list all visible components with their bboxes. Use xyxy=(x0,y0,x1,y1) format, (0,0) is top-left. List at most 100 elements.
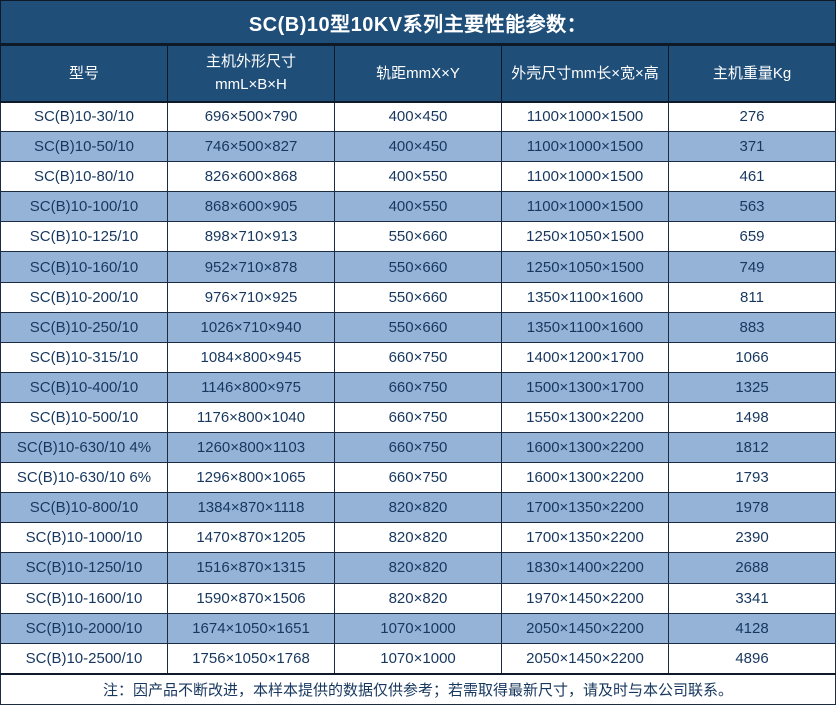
table-footer: 注：因产品不断改进，本样本提供的数据仅供参考；若需取得最新尺寸，请及时与本公司联… xyxy=(0,672,836,705)
table-cell: 1260×800×1103 xyxy=(167,432,335,464)
table-cell: 696×500×790 xyxy=(167,100,335,133)
table-cell: 550×660 xyxy=(334,281,502,313)
table-cell: 1100×1000×1500 xyxy=(501,161,669,193)
table-cell: 400×550 xyxy=(334,191,502,223)
table-cell: SC(B)10-500/10 xyxy=(0,401,168,434)
table-cell: 276 xyxy=(668,100,836,133)
table-cell: 1384×870×1118 xyxy=(167,492,335,524)
table-cell: 2688 xyxy=(668,552,836,584)
column-header-rail-gauge: 轨距mmX×Y xyxy=(334,45,502,103)
table-cell: 660×750 xyxy=(334,341,502,373)
table-row: SC(B)10-100/10 868×600×905 400×550 1100×100… xyxy=(0,191,836,223)
table-cell: 746×500×827 xyxy=(167,131,335,163)
table-cell: 400×550 xyxy=(334,161,502,193)
table-cell: 1400×1200×1700 xyxy=(501,341,669,373)
table-cell: 1470×870×1205 xyxy=(167,522,335,554)
table-cell: 1812 xyxy=(668,432,836,464)
table-row: SC(B)10-250/10 1026×710×940 550×660 1350×11… xyxy=(0,311,836,343)
table-cell: 1325 xyxy=(668,371,836,403)
table-row: SC(B)10-160/10 952×710×878 550×660 1250×105… xyxy=(0,251,836,283)
table-cell: 826×600×868 xyxy=(167,161,335,193)
table-cell: 1600×1300×2200 xyxy=(501,462,669,494)
table-cell: 1500×1300×1700 xyxy=(501,371,669,403)
table-cell: 461 xyxy=(668,161,836,193)
table-cell: 659 xyxy=(668,221,836,253)
table-cell: 1066 xyxy=(668,341,836,373)
table-row: SC(B)10-50/10 746×500×827 400×450 1100×1000… xyxy=(0,131,836,163)
table-cell: SC(B)10-630/10 4% xyxy=(0,432,168,464)
table-cell: 820×820 xyxy=(334,492,502,524)
table-cell: 4128 xyxy=(668,612,836,644)
table-cell: 1830×1400×2200 xyxy=(501,552,669,584)
table-row: SC(B)10-2000/10 1674×1050×1651 1070×1000 20… xyxy=(0,612,836,644)
table-cell: 1978 xyxy=(668,492,836,524)
table-row: SC(B)10-80/10 826×600×868 400×550 1100×1000… xyxy=(0,161,836,193)
table-cell: 1498 xyxy=(668,401,836,434)
page-title: SC(B)10型10KV系列主要性能参数： xyxy=(0,0,836,45)
table-cell: 563 xyxy=(668,191,836,223)
table-cell: 1700×1350×2200 xyxy=(501,522,669,554)
table-cell: SC(B)10-2500/10 xyxy=(0,642,168,675)
table-cell: 1176×800×1040 xyxy=(167,401,335,434)
table-cell: SC(B)10-1250/10 xyxy=(0,552,168,584)
table-cell: 1590×870×1506 xyxy=(167,582,335,614)
table-cell: SC(B)10-1000/10 xyxy=(0,522,168,554)
table-cell: 2050×1450×2200 xyxy=(501,642,669,675)
column-header-sublabel: mmL×B×H xyxy=(215,76,287,94)
table-cell: 868×600×905 xyxy=(167,191,335,223)
table-cell: 1146×800×975 xyxy=(167,371,335,403)
table-cell: 1296×800×1065 xyxy=(167,462,335,494)
table-cell: 1250×1050×1500 xyxy=(501,251,669,283)
table-row: SC(B)10-1600/10 1590×870×1506 820×820 1970×… xyxy=(0,582,836,614)
table-row: SC(B)10-2500/10 1756×1050×1768 1070×1000 20… xyxy=(0,642,836,675)
table-cell: SC(B)10-1600/10 xyxy=(0,582,168,614)
table-cell: 1100×1000×1500 xyxy=(501,100,669,133)
column-header-label: 外壳尺寸mm长×宽×高 xyxy=(511,64,659,82)
table-cell: 1350×1100×1600 xyxy=(501,281,669,313)
table-cell: 820×820 xyxy=(334,552,502,584)
table-cell: SC(B)10-800/10 xyxy=(0,492,168,524)
table-cell: 1350×1100×1600 xyxy=(501,311,669,343)
table-cell: SC(B)10-630/10 6% xyxy=(0,462,168,494)
table-cell: 976×710×925 xyxy=(167,281,335,313)
table-cell: 1070×1000 xyxy=(334,612,502,644)
table-cell: 400×450 xyxy=(334,131,502,163)
table-row: SC(B)10-630/10 4% 1260×800×1103 660×750 160… xyxy=(0,432,836,464)
table-cell: 1100×1000×1500 xyxy=(501,191,669,223)
table-cell: 1516×870×1315 xyxy=(167,552,335,584)
table-cell: 371 xyxy=(668,131,836,163)
table-cell: 1700×1350×2200 xyxy=(501,492,669,524)
table-cell: 820×820 xyxy=(334,582,502,614)
table-cell: 1674×1050×1651 xyxy=(167,612,335,644)
table-cell: 1026×710×940 xyxy=(167,311,335,343)
table-cell: SC(B)10-50/10 xyxy=(0,131,168,163)
column-header-label: 轨距mmX×Y xyxy=(376,64,460,82)
note-row: 注：因产品不断改进，本样本提供的数据仅供参考；若需取得最新尺寸，请及时与本公司联… xyxy=(0,672,836,705)
table-cell: 811 xyxy=(668,281,836,313)
table-cell: 898×710×913 xyxy=(167,221,335,253)
table-cell: 550×660 xyxy=(334,251,502,283)
table-cell: 1970×1450×2200 xyxy=(501,582,669,614)
table-cell: SC(B)10-30/10 xyxy=(0,100,168,133)
column-header-label: 型号 xyxy=(68,64,99,82)
table-cell: 550×660 xyxy=(334,221,502,253)
table-cell: 1084×800×945 xyxy=(167,341,335,373)
table-cell: 1550×1300×2200 xyxy=(501,401,669,434)
table-row: SC(B)10-125/10 898×710×913 550×660 1250×105… xyxy=(0,221,836,253)
table-cell: 2390 xyxy=(668,522,836,554)
table-row: SC(B)10-30/10 696×500×790 400×450 1100×1000… xyxy=(0,100,836,133)
table-cell: 4896 xyxy=(668,642,836,675)
table-cell: SC(B)10-250/10 xyxy=(0,311,168,343)
table-cell: SC(B)10-200/10 xyxy=(0,281,168,313)
table-row: SC(B)10-800/10 1384×870×1118 820×820 1700×1… xyxy=(0,492,836,524)
header-row: 型号 主机外形尺寸 mmL×B×H 轨距mmX×Y 外壳尺寸mm长×宽×高 主机… xyxy=(0,45,836,103)
table-row: SC(B)10-630/10 6% 1296×800×1065 660×750 160… xyxy=(0,462,836,494)
table-cell: 1070×1000 xyxy=(334,642,502,675)
table-cell: 3341 xyxy=(668,582,836,614)
table-cell: 550×660 xyxy=(334,311,502,343)
table-cell: 660×750 xyxy=(334,401,502,434)
table-cell: 1793 xyxy=(668,462,836,494)
table-body: SC(B)10-30/10 696×500×790 400×450 1100×1000… xyxy=(0,100,836,675)
table-row: SC(B)10-500/10 1176×800×1040 660×750 1550×1… xyxy=(0,401,836,434)
